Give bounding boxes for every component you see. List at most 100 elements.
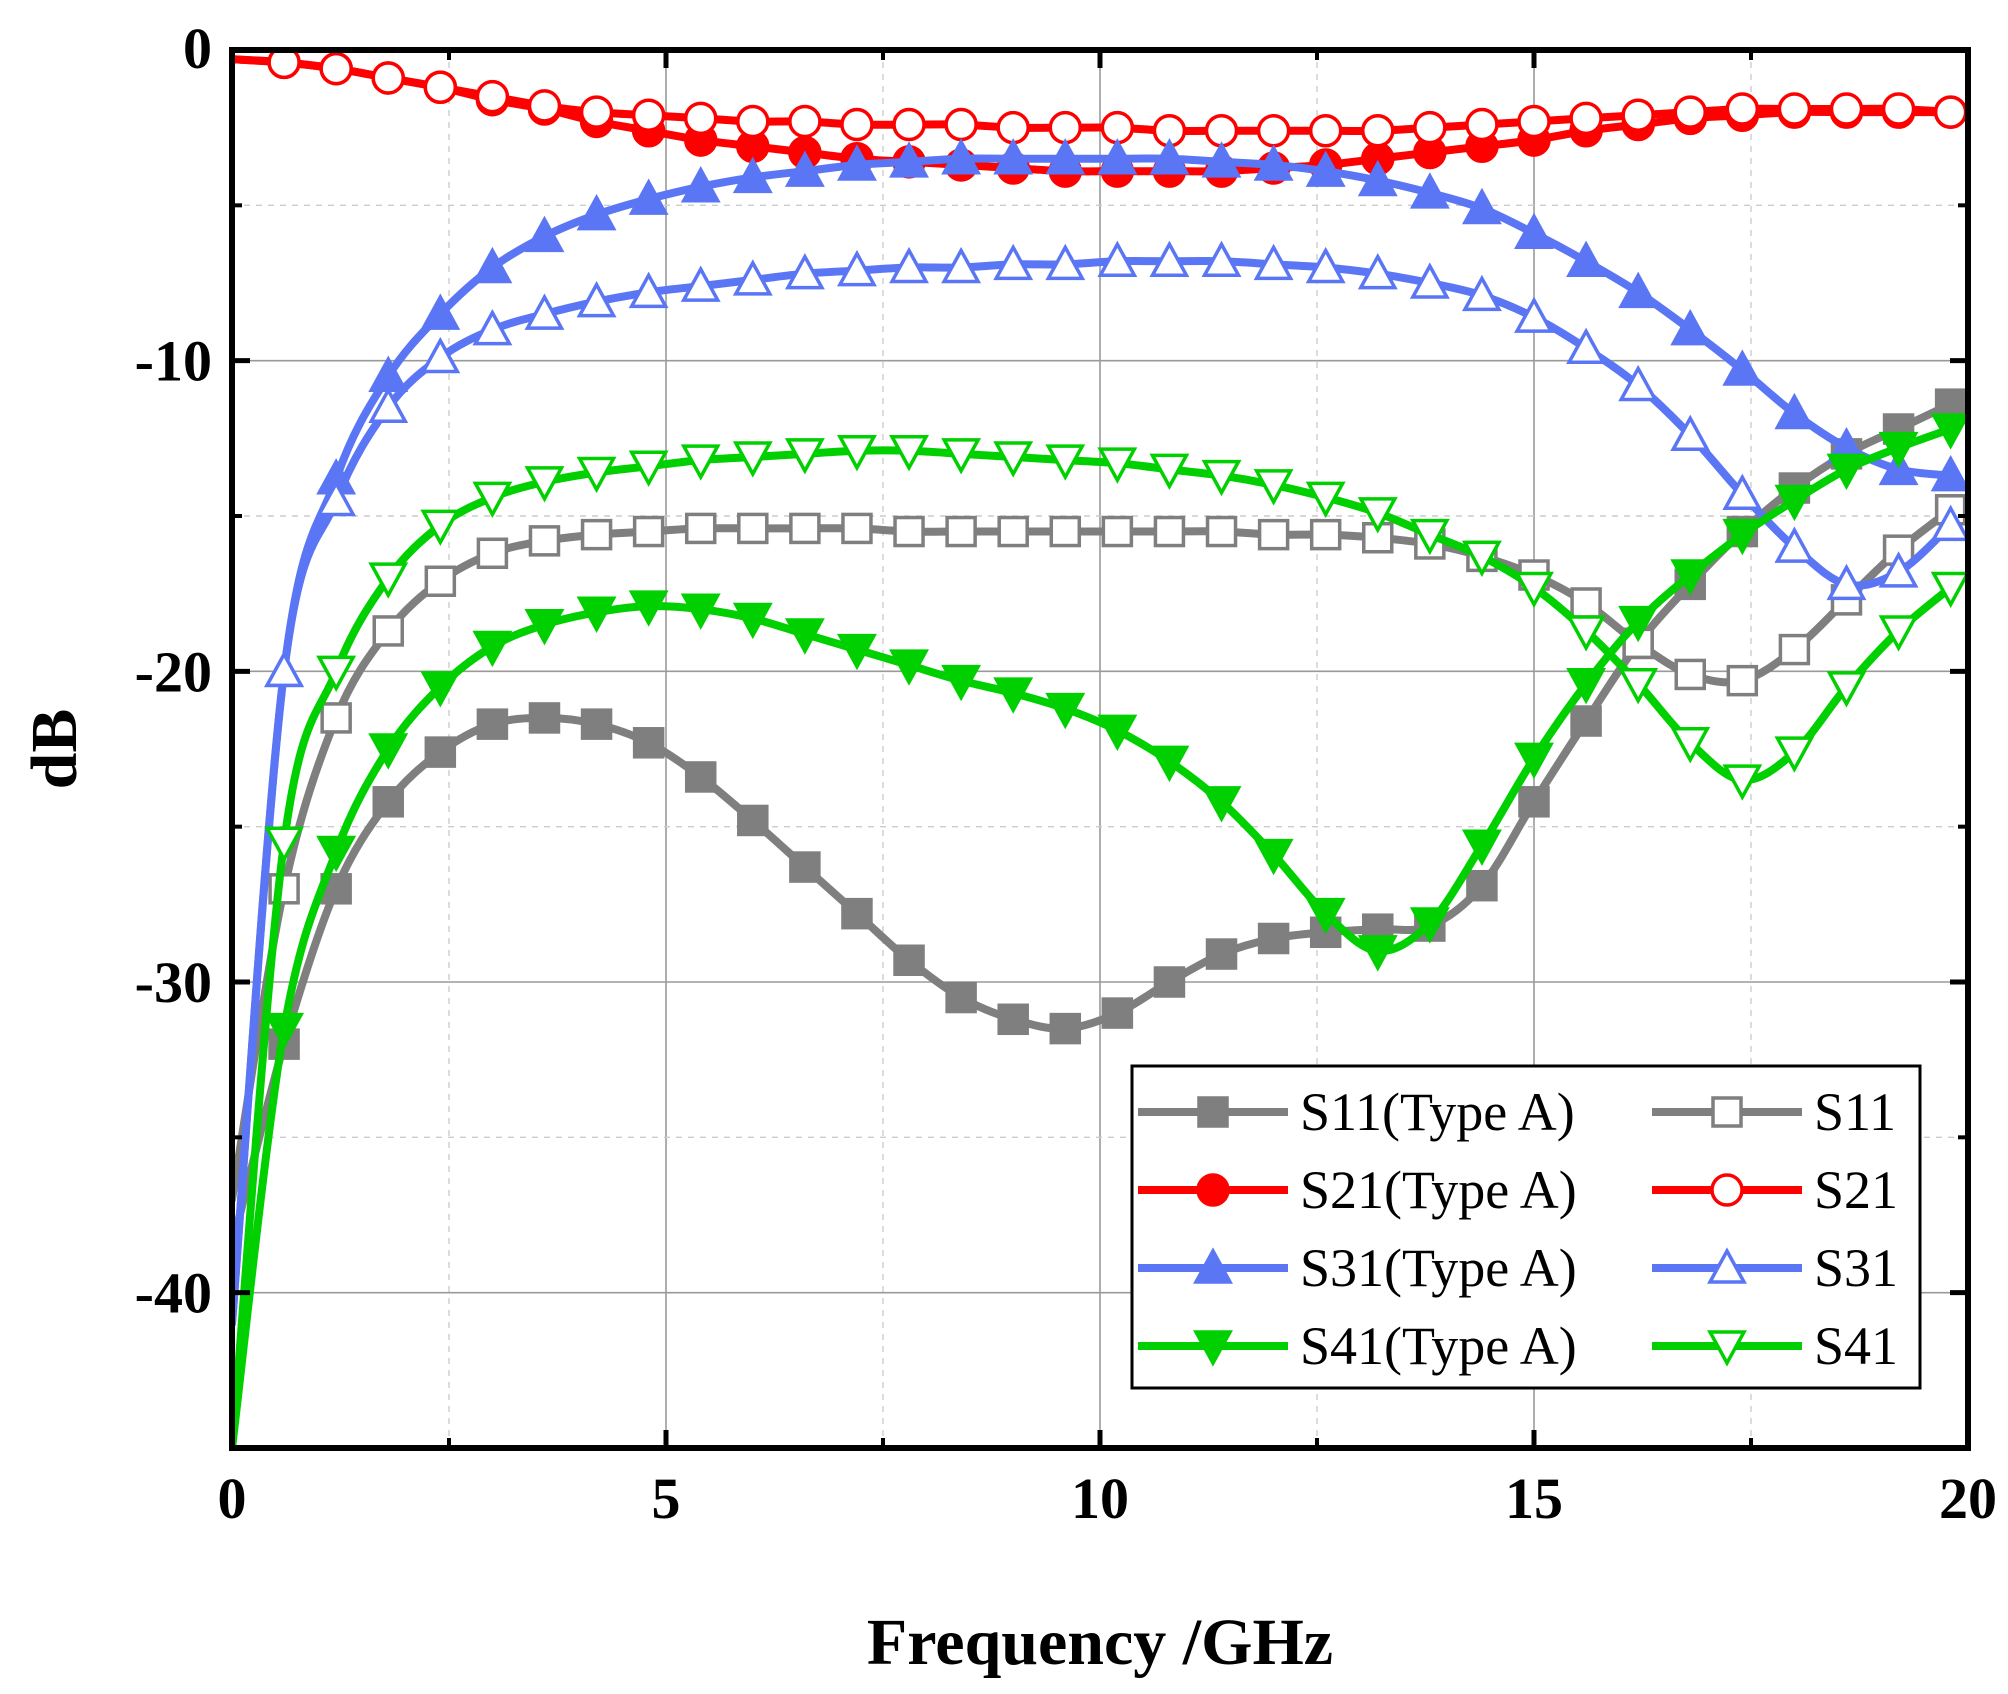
data-point-s41-type-a (837, 633, 877, 671)
data-point-s11-type-a (580, 708, 613, 740)
data-point-s21 (423, 70, 458, 105)
data-point-s11-type-a (1518, 786, 1550, 818)
data-point-s31 (784, 253, 825, 290)
data-point-s21 (1621, 98, 1655, 132)
data-point-s41-type-a (420, 671, 461, 708)
x-axis-title: Frequency /GHz (867, 1606, 1333, 1679)
data-point-s31-type-a (1930, 454, 1968, 492)
data-point-s11-type-a (945, 981, 977, 1014)
y-tick-label: -40 (135, 1261, 212, 1326)
data-point-s41 (576, 456, 617, 494)
data-point-s11 (320, 702, 352, 734)
legend-item-s11-type-a: S11(Type A) (1138, 1082, 1575, 1142)
data-point-s21 (1308, 114, 1343, 148)
series-s41 (232, 435, 1968, 1448)
data-point-s11 (1049, 515, 1082, 548)
data-point-s31-type-a (889, 141, 929, 178)
series-line-s21 (232, 55, 1955, 136)
data-point-s31 (628, 271, 669, 309)
data-point-s21 (1829, 92, 1864, 126)
data-point-s41 (837, 435, 877, 472)
data-point-s11 (789, 512, 821, 545)
legend-label: S21(Type A) (1300, 1160, 1577, 1220)
data-point-s31 (472, 308, 513, 346)
data-point-s31 (1409, 262, 1450, 299)
data-point-s11 (1778, 633, 1811, 666)
data-point-s31-type-a (1201, 141, 1242, 178)
data-point-s31-type-a (1097, 138, 1138, 175)
data-point-s11 (476, 537, 509, 570)
data-point-s31 (1930, 504, 1968, 542)
legend: S11(Type A) S11 S21(Type A) S21 S31(Type A) S… (1130, 1064, 1922, 1390)
data-point-s31 (889, 246, 929, 284)
data-point-s41 (1097, 447, 1138, 484)
data-point-s41-type-a (680, 593, 721, 630)
data-point-s11 (424, 565, 457, 597)
data-point-s41-type-a (784, 618, 825, 655)
data-point-s31 (1305, 246, 1346, 284)
data-point-s21 (527, 89, 562, 123)
data-point-s21 (1777, 92, 1812, 126)
data-point-s31 (993, 243, 1034, 281)
data-point-s21 (1725, 92, 1760, 126)
series-line-s41 (232, 446, 1955, 1448)
data-point-s31-type-a (1618, 271, 1659, 309)
data-point-s11 (1726, 664, 1759, 697)
data-point-s31-type-a (524, 215, 565, 253)
series-layer (232, 50, 1968, 1448)
data-point-s31 (732, 259, 773, 296)
data-point-s41-type-a (1774, 484, 1815, 522)
data-point-s11 (1257, 518, 1290, 551)
legend-item-s21: S21 (1652, 1160, 1898, 1220)
data-point-s11-type-a (997, 1003, 1029, 1036)
data-point-s31 (1253, 243, 1294, 281)
data-point-s41 (1305, 481, 1346, 518)
data-point-s41 (1357, 497, 1398, 534)
data-point-s11-type-a (1049, 1012, 1082, 1045)
data-point-s31-type-a (420, 293, 461, 330)
legend-label: S31 (1814, 1238, 1898, 1298)
data-point-s31 (1097, 240, 1138, 278)
data-point-s41-type-a (1826, 453, 1867, 491)
data-point-s31 (1826, 563, 1867, 601)
data-point-s31-type-a (1305, 150, 1346, 187)
data-point-s11 (528, 525, 561, 557)
data-point-s41-type-a (1670, 559, 1711, 596)
data-point-s11-type-a (1570, 705, 1602, 737)
series-s41-type-a (232, 413, 1968, 1448)
data-point-s31-type-a (1149, 138, 1190, 175)
data-point-s41 (1878, 615, 1919, 652)
data-point-s11-type-a (789, 851, 821, 883)
legend-label: S41 (1814, 1316, 1898, 1376)
y-tick-label: -30 (135, 950, 212, 1015)
data-point-s31 (680, 265, 721, 302)
data-point-s11-type-a (528, 702, 561, 734)
data-point-s11 (945, 515, 977, 548)
data-point-s31 (1357, 253, 1398, 290)
legend-marker (1711, 1096, 1743, 1128)
data-point-s31 (1149, 240, 1190, 278)
data-point-s31-type-a (1774, 392, 1815, 430)
data-point-s31 (1566, 327, 1607, 364)
data-point-s11 (1570, 587, 1602, 619)
data-point-s41 (941, 438, 982, 475)
legend-label: S11 (1814, 1082, 1896, 1142)
data-point-s31 (941, 246, 982, 284)
data-point-s41-type-a (1305, 897, 1346, 935)
data-point-s31 (1461, 274, 1502, 312)
data-point-s31-type-a (628, 178, 669, 215)
data-point-s31 (1878, 551, 1919, 588)
data-point-s41-type-a (1566, 668, 1607, 705)
data-point-s31-type-a (1045, 138, 1086, 175)
data-point-s41-type-a (1878, 431, 1919, 469)
data-point-s21 (1569, 101, 1603, 136)
data-point-s41 (1566, 615, 1607, 652)
data-point-s11-type-a (1205, 938, 1238, 970)
data-point-s31-type-a (1566, 240, 1607, 278)
data-point-s21 (1673, 95, 1707, 129)
data-point-s21 (371, 61, 405, 95)
legend-marker (1193, 1330, 1233, 1367)
data-point-s31 (1514, 296, 1554, 333)
